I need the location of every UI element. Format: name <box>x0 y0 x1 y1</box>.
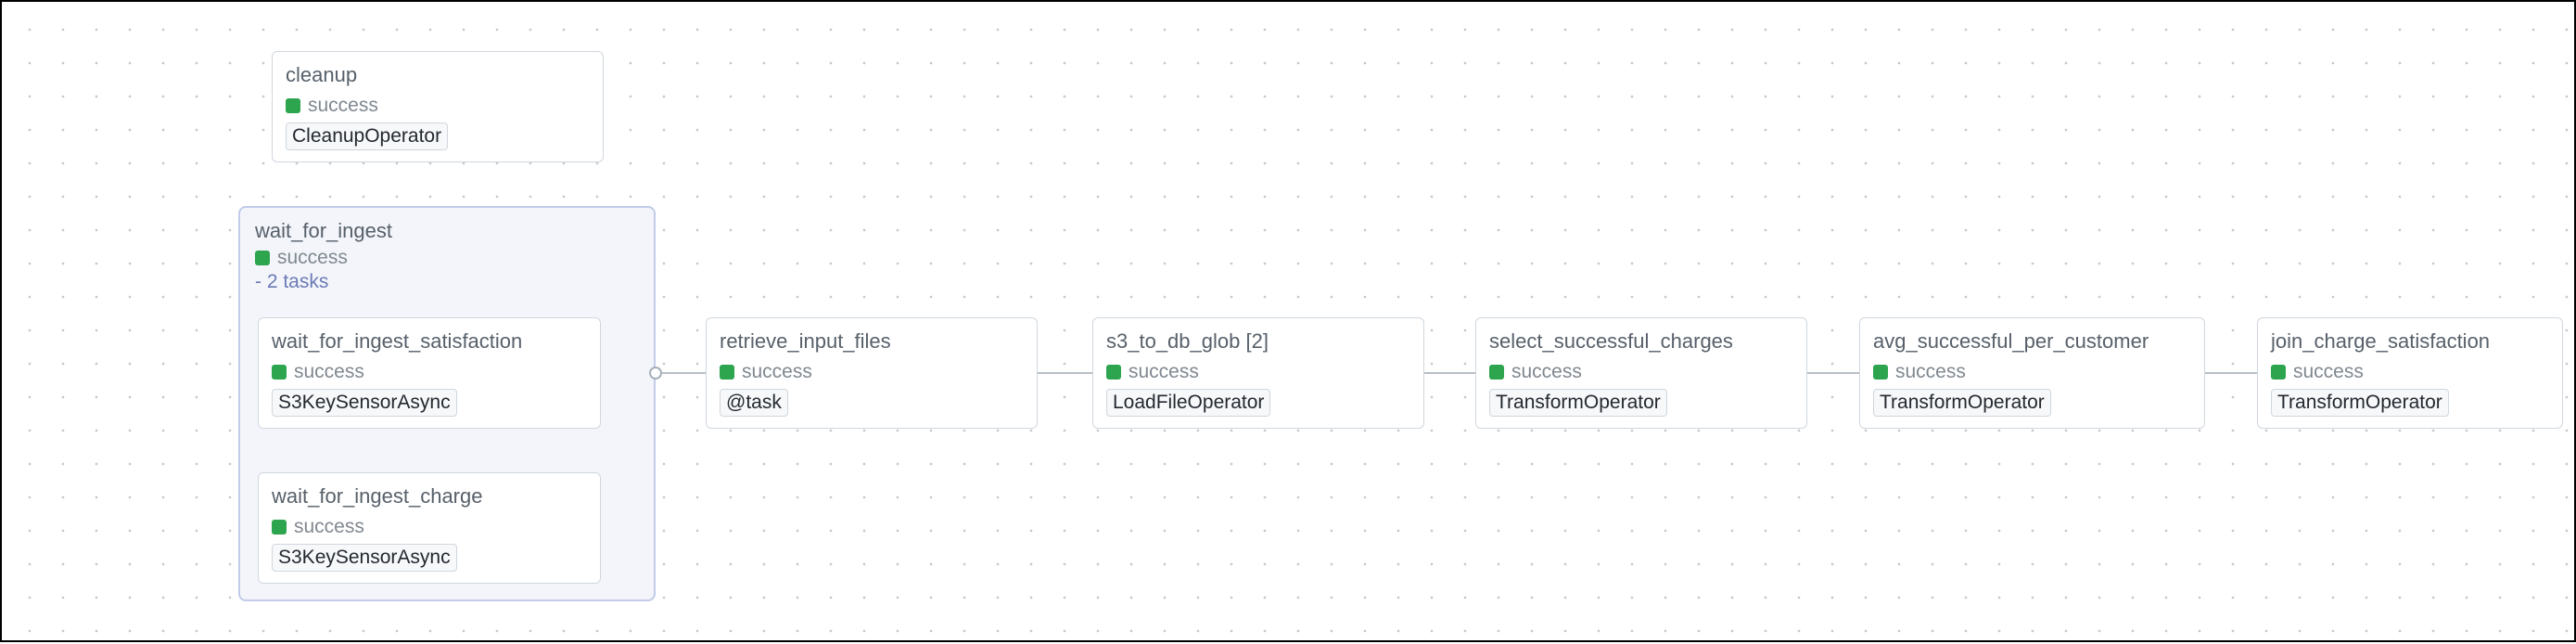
node-title: wait_for_ingest_charge <box>272 483 587 510</box>
node-status-row: success <box>272 514 587 540</box>
status-icon <box>286 98 300 113</box>
node-title: s3_to_db_glob [2] <box>1106 328 1410 355</box>
status-icon <box>1873 365 1888 380</box>
node-status-row: success <box>1489 359 1793 385</box>
node-status-row: success <box>272 359 587 385</box>
status-icon <box>255 251 270 265</box>
node-status-text: success <box>1511 359 1582 385</box>
status-icon <box>272 520 287 535</box>
node-status-text: success <box>294 359 364 385</box>
task-node-join-charge-satisfaction[interactable]: join_charge_satisfaction success Transfo… <box>2257 317 2563 429</box>
node-status-row: success <box>286 93 590 119</box>
node-title: select_successful_charges <box>1489 328 1793 355</box>
node-operator-badge: S3KeySensorAsync <box>272 389 457 417</box>
status-icon <box>1489 365 1504 380</box>
group-status-row: success <box>255 247 639 269</box>
node-status-text: success <box>742 359 812 385</box>
node-title: join_charge_satisfaction <box>2271 328 2549 355</box>
node-status-row: success <box>720 359 1024 385</box>
node-status-text: success <box>308 93 378 119</box>
node-operator-badge: S3KeySensorAsync <box>272 544 457 572</box>
status-icon <box>2271 365 2286 380</box>
node-operator-badge: TransformOperator <box>2271 389 2449 417</box>
task-node-select-successful-charges[interactable]: select_successful_charges success Transf… <box>1475 317 1807 429</box>
node-status-row: success <box>1106 359 1410 385</box>
canvas-frame: wait_for_ingest success - 2 tasks wait_f… <box>0 0 2576 642</box>
task-node-s3-to-db-glob[interactable]: s3_to_db_glob [2] success LoadFileOperat… <box>1092 317 1424 429</box>
node-operator-badge: TransformOperator <box>1873 389 2051 417</box>
task-node-retrieve-input-files[interactable]: retrieve_input_files success @task <box>706 317 1038 429</box>
node-title: wait_for_ingest_satisfaction <box>272 328 587 355</box>
node-operator-badge: @task <box>720 389 788 417</box>
group-title: wait_for_ingest <box>255 219 639 243</box>
status-icon <box>1106 365 1121 380</box>
status-icon <box>272 365 287 380</box>
task-node-avg-successful-per-customer[interactable]: avg_successful_per_customer success Tran… <box>1859 317 2205 429</box>
node-status-row: success <box>1873 359 2191 385</box>
group-subtitle: - 2 tasks <box>255 271 639 293</box>
node-status-text: success <box>294 514 364 540</box>
task-node-wait-for-ingest-satisfaction[interactable]: wait_for_ingest_satisfaction success S3K… <box>258 317 601 429</box>
node-operator-badge: CleanupOperator <box>286 122 448 150</box>
node-status-text: success <box>1129 359 1199 385</box>
edge-merge-joint <box>649 367 662 380</box>
status-icon <box>720 365 734 380</box>
node-status-text: success <box>2293 359 2364 385</box>
node-title: retrieve_input_files <box>720 328 1024 355</box>
node-title: avg_successful_per_customer <box>1873 328 2191 355</box>
task-node-cleanup[interactable]: cleanup success CleanupOperator <box>272 51 604 162</box>
group-status-text: success <box>277 247 348 269</box>
node-operator-badge: TransformOperator <box>1489 389 1667 417</box>
node-title: cleanup <box>286 61 590 89</box>
task-node-wait-for-ingest-charge[interactable]: wait_for_ingest_charge success S3KeySens… <box>258 472 601 584</box>
node-status-text: success <box>1895 359 1966 385</box>
node-status-row: success <box>2271 359 2549 385</box>
node-operator-badge: LoadFileOperator <box>1106 389 1270 417</box>
